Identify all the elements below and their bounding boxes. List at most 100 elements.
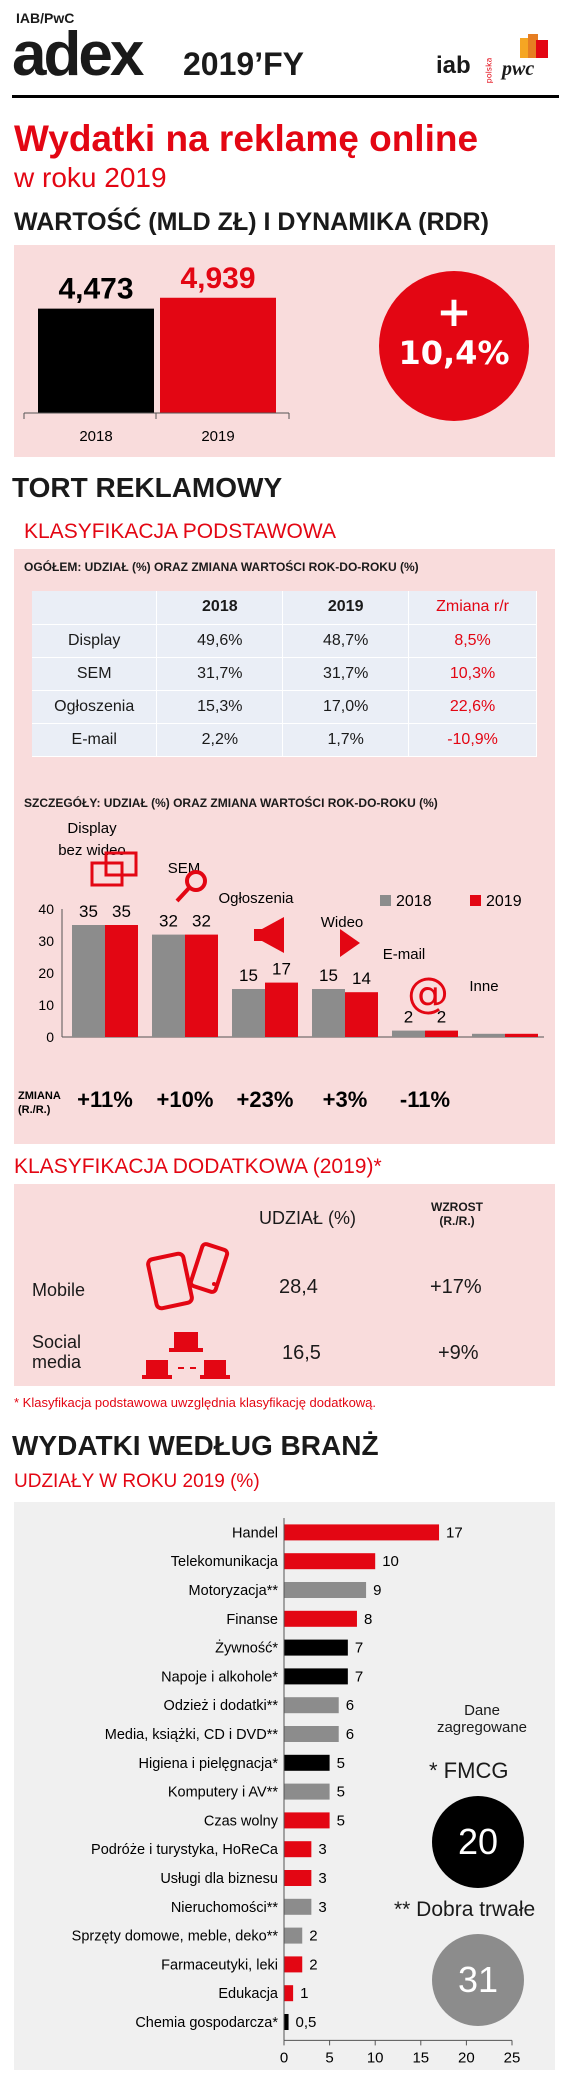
share-table: 2018 2019 Zmiana r/r Display 49,6% 48,7% 8,5% S… bbox=[32, 591, 537, 757]
detail-change-label: +23% bbox=[237, 1087, 294, 1112]
detail-category-label: Inne bbox=[469, 978, 498, 995]
table-cell: 1,7% bbox=[282, 723, 410, 757]
table-row: E-mail 2,2% 1,7% -10,9% bbox=[32, 723, 537, 757]
mobile-icon bbox=[134, 1242, 234, 1316]
durable-value: 31 bbox=[457, 1959, 499, 2000]
megaphone-icon bbox=[254, 917, 284, 953]
email-icon: @ bbox=[407, 968, 449, 1017]
detail-category-label: E-mail bbox=[383, 946, 426, 963]
industry-bar-label: 6 bbox=[346, 1697, 354, 1714]
pwc-flag-icon bbox=[520, 34, 548, 58]
industry-category-label: Motoryzacja** bbox=[189, 1583, 279, 1599]
table-row: Ogłoszenia 15,3% 17,0% 22,6% bbox=[32, 690, 537, 724]
legend-label: 2018 bbox=[396, 893, 432, 910]
industry-category-label: Odzież i dodatki** bbox=[164, 1698, 279, 1714]
industry-bar bbox=[284, 1726, 339, 1742]
industry-category-label: Komputery i AV** bbox=[168, 1785, 279, 1801]
table-cell: 8,5% bbox=[408, 624, 537, 658]
table-header-row: 2018 2019 Zmiana r/r bbox=[32, 591, 537, 625]
industry-category-label: Usługi dla biznesu bbox=[160, 1871, 278, 1887]
industry-category-label: Czas wolny bbox=[204, 1813, 279, 1829]
main-title: Wydatki na reklamę online bbox=[14, 118, 479, 159]
industry-x-tick: 5 bbox=[325, 2049, 333, 2066]
aggregated-title-1: Dane bbox=[464, 1702, 500, 1719]
industry-bar-label: 9 bbox=[373, 1582, 381, 1599]
adex-logo: adex bbox=[12, 20, 144, 89]
value-bar-label: 4,473 bbox=[58, 273, 133, 306]
industry-title: WYDATKI WEDŁUG BRANŻ bbox=[12, 1430, 379, 1461]
social-label: Social media bbox=[32, 1332, 81, 1372]
basic-panel: OGÓŁEM: UDZIAŁ (%) ORAZ ZMIANA WARTOŚCI … bbox=[14, 549, 555, 1144]
value-bar-label: 4,939 bbox=[180, 262, 255, 295]
detail-y-tick: 30 bbox=[38, 933, 54, 949]
detail-bar-label: 15 bbox=[319, 966, 338, 985]
value-year-label: 2019 bbox=[201, 428, 234, 445]
detail-category-label: Ogłoszenia bbox=[218, 890, 294, 907]
table-cell: SEM bbox=[32, 657, 158, 691]
fmcg-label: * FMCG bbox=[429, 1758, 509, 1783]
industry-category-label: Żywność* bbox=[215, 1639, 278, 1657]
detail-bar-2019 bbox=[105, 925, 138, 1037]
industry-bar-label: 0,5 bbox=[296, 2014, 317, 2031]
detail-bar-2019 bbox=[185, 934, 218, 1037]
industry-bar-label: 17 bbox=[446, 1524, 463, 1541]
industry-category-label: Farmaceutyki, leki bbox=[161, 1957, 278, 1973]
detail-category-label: Display bbox=[67, 820, 117, 837]
industry-subtitle: UDZIAŁY W ROKU 2019 (%) bbox=[14, 1471, 260, 1492]
legend-swatch-2018 bbox=[380, 895, 391, 906]
header: IAB/PwC adex 2019’FY iab polska pwc bbox=[0, 0, 571, 98]
table-cell: 31,7% bbox=[156, 657, 284, 691]
additional-panel: UDZIAŁ (%) WZROST (R./R.) Mobile 28,4 +1… bbox=[14, 1184, 555, 1386]
iab-logo-text: iab bbox=[436, 52, 471, 79]
display-icon bbox=[90, 851, 138, 887]
industry-x-tick: 25 bbox=[504, 2049, 521, 2066]
table-cell: E-mail bbox=[32, 723, 158, 757]
industry-x-tick: 20 bbox=[458, 2049, 475, 2066]
detail-bar-label: 32 bbox=[192, 912, 211, 931]
growth-value: 10,4% bbox=[398, 334, 510, 372]
industry-category-label: Edukacja bbox=[218, 1986, 279, 2002]
detail-bar-label: 17 bbox=[272, 960, 291, 979]
mobile-growth: +17% bbox=[430, 1276, 482, 1298]
industry-category-label: Nieruchomości** bbox=[171, 1900, 279, 1916]
table-header-cell bbox=[32, 591, 158, 625]
social-share: 16,5 bbox=[282, 1342, 321, 1364]
table-cell: 17,0% bbox=[282, 690, 410, 724]
play-icon bbox=[340, 929, 360, 957]
detail-bar-label: 32 bbox=[159, 912, 178, 931]
detail-bar-2018 bbox=[472, 1033, 505, 1037]
detail-y-tick: 20 bbox=[38, 965, 54, 981]
legend-label: 2019 bbox=[486, 893, 522, 910]
detail-bar-2018 bbox=[152, 934, 185, 1037]
social-growth: +9% bbox=[438, 1342, 479, 1364]
detail-bar-label: 35 bbox=[79, 902, 98, 921]
detail-category-label: Wideo bbox=[321, 914, 364, 931]
iab-logo: iab polska bbox=[436, 52, 502, 83]
industry-bar bbox=[284, 1524, 440, 1541]
industry-bar-label: 3 bbox=[318, 1899, 326, 1916]
detail-bar-2019 bbox=[425, 1030, 458, 1037]
social-label-1: Social bbox=[32, 1332, 82, 1352]
social-media-icon bbox=[142, 1330, 232, 1388]
table-cell: 49,6% bbox=[156, 624, 284, 658]
mobile-share: 28,4 bbox=[279, 1276, 318, 1298]
growth-circle: + 10,4% bbox=[379, 271, 529, 421]
additional-title: KLASYFIKACJA DODATKOWA (2019)* bbox=[14, 1155, 382, 1178]
industry-bar bbox=[284, 1812, 330, 1829]
industry-category-label: Sprzęty domowe, meble, deko** bbox=[72, 1929, 279, 1945]
value-panel: 4,473 2018 4,939 2019 + 10,4% bbox=[14, 245, 555, 457]
detail-change-label: +3% bbox=[323, 1087, 368, 1112]
detail-change-label: +11% bbox=[77, 1087, 133, 1112]
value-bar-2018 bbox=[38, 308, 154, 413]
detail-bar-label: 35 bbox=[112, 902, 131, 921]
detail-change-label: -11% bbox=[400, 1087, 450, 1112]
detail-bar-chart: 0 10 20 30 40 2018 2019 35 35 Display bez wideo +11… bbox=[18, 820, 544, 1116]
table-cell: 31,7% bbox=[282, 657, 410, 691]
detail-y-tick: 10 bbox=[38, 997, 54, 1013]
industry-bar bbox=[284, 1870, 312, 1886]
industry-bar-label: 10 bbox=[382, 1553, 399, 1570]
col-growth-header: WZROST (R./R.) bbox=[422, 1200, 492, 1228]
detail-bar-2019 bbox=[345, 992, 378, 1037]
value-bar-chart: 4,473 2018 4,939 2019 bbox=[23, 262, 290, 445]
detail-bar-2018 bbox=[232, 989, 265, 1037]
